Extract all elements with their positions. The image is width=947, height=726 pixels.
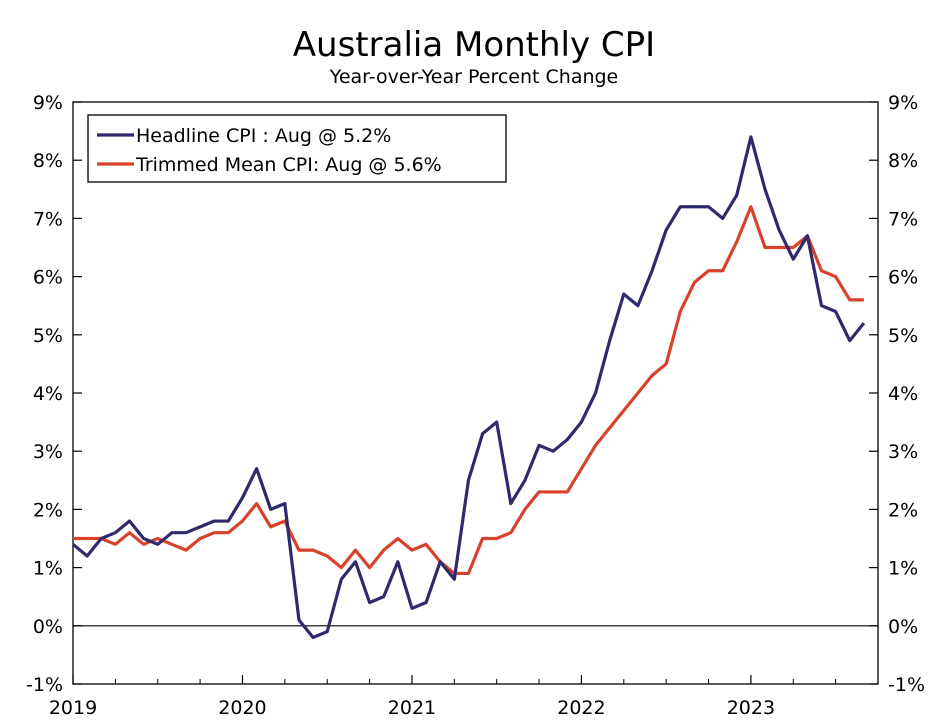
y-tick-label-left: -1%	[26, 674, 63, 696]
y-tick-label-right: 8%	[888, 150, 918, 172]
legend-box	[87, 114, 507, 183]
y-tick-label-right: 1%	[888, 558, 918, 580]
legend: Headline CPI : Aug @ 5.2% Trimmed Mean CP…	[87, 114, 507, 183]
y-tick-label-left: 9%	[33, 92, 63, 114]
y-tick-label-left: 3%	[33, 441, 63, 463]
chart-title: Australia Monthly CPI	[293, 25, 655, 65]
x-tick-label: 2020	[218, 697, 266, 719]
x-tick-label: 2019	[49, 697, 97, 719]
y-tick-label-left: 7%	[33, 208, 63, 230]
y-tick-label-right: 7%	[888, 208, 918, 230]
y-tick-label-left: 6%	[33, 267, 63, 289]
y-tick-label-left: 0%	[33, 616, 63, 638]
y-tick-label-right: 6%	[888, 267, 918, 289]
series-layer	[71, 135, 866, 640]
chart-subtitle: Year-over-Year Percent Change	[329, 66, 619, 88]
series-line-trimmed-mean-cpi	[73, 205, 864, 576]
series-line-headline-cpi	[71, 135, 866, 640]
y-tick-label-left: 2%	[33, 499, 63, 521]
legend-label: Trimmed Mean CPI: Aug @ 5.6%	[135, 154, 442, 176]
y-tick-label-right: 2%	[888, 499, 918, 521]
y-tick-label-right: 3%	[888, 441, 918, 463]
y-tick-label-right: 4%	[888, 383, 918, 405]
y-tick-label-left: 8%	[33, 150, 63, 172]
x-tick-label: 2023	[727, 697, 775, 719]
x-tick-label: 2022	[557, 697, 605, 719]
y-tick-label-right: 5%	[888, 325, 918, 347]
y-tick-label-right: 9%	[888, 92, 918, 114]
y-tick-label-right: 0%	[888, 616, 918, 638]
legend-label: Headline CPI : Aug @ 5.2%	[136, 125, 391, 147]
y-tick-label-right: -1%	[888, 674, 925, 696]
y-tick-label-left: 5%	[33, 325, 63, 347]
y-tick-label-left: 4%	[33, 383, 63, 405]
plot-frame	[72, 101, 879, 685]
x-tick-label: 2021	[388, 697, 436, 719]
axes-layer: 9% 9% 8% 8% 7% 7% 6% 6% 5% 5% 4% 4% 3% 3% 2% 2% 1% 1% 0% 0%…	[26, 92, 925, 719]
y-tick-label-left: 1%	[33, 558, 63, 580]
